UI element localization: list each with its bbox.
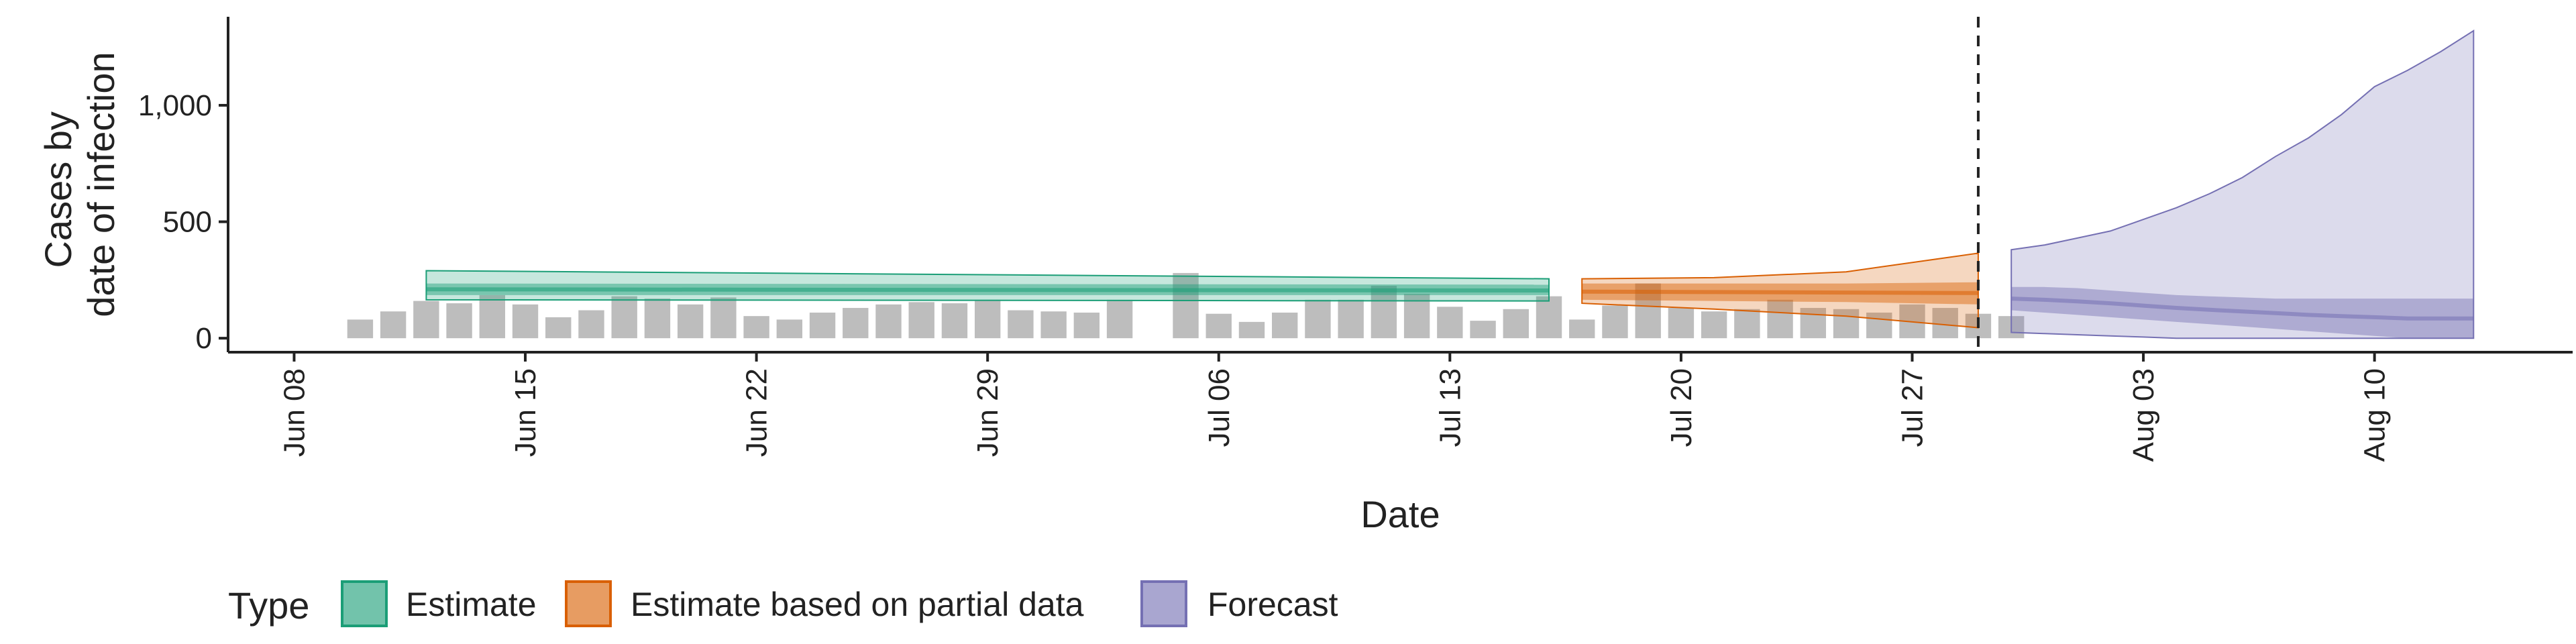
y-axis-title-line-2: date of infection <box>80 52 122 317</box>
reported-case-bar <box>1767 299 1793 339</box>
reported-case-bar <box>809 312 836 339</box>
reported-case-bar <box>446 303 472 339</box>
legend-key <box>341 580 388 627</box>
interval-90-band <box>2010 29 2475 339</box>
reported-case-bar <box>1668 308 1695 339</box>
y-axis-ticks: 0 500 1,000 <box>138 89 228 355</box>
reported-case-bar <box>1932 308 1958 339</box>
x-tick-label: Jun 15 <box>509 368 542 457</box>
reported-case-bar <box>1800 308 1827 339</box>
reported-case-bar <box>1833 309 1860 339</box>
reported-case-bar <box>545 317 572 339</box>
reported-case-bar <box>1272 312 1298 339</box>
x-tick-label: Jun 08 <box>278 368 311 457</box>
y-axis-title-line-1: Cases by <box>37 111 79 268</box>
reported-case-bar <box>1866 312 1892 339</box>
reported-case-bar <box>347 319 374 339</box>
reported-case-bar <box>1073 312 1100 339</box>
median-line <box>2011 297 2474 321</box>
reported-case-bar <box>1503 309 1529 339</box>
x-tick-label: Jul 13 <box>1434 368 1466 447</box>
reported-case-bar <box>1437 307 1463 339</box>
reported-case-bar <box>875 304 902 339</box>
legend-label: Forecast <box>1208 586 1338 623</box>
reported-case-bar <box>1602 305 1628 339</box>
reported-case-bar <box>1106 299 1133 339</box>
reported-case-bar <box>843 308 869 339</box>
y-tick-label: 500 <box>163 206 212 239</box>
x-tick-label: Jul 20 <box>1665 368 1698 447</box>
axes: 0 500 1,000 Jun 08 Jun 15 Jun 22 Jun 29 Jul 06… <box>138 17 2573 462</box>
reported-case-bar <box>1040 311 1067 339</box>
reported-case-bar <box>710 297 737 339</box>
legend-label: Estimate based on partial data <box>631 586 1084 623</box>
reported-case-bar <box>743 316 769 339</box>
reported-case-bar <box>941 303 968 339</box>
y-tick-label: 0 <box>196 322 212 355</box>
legend: Type Estimate Estimate based on partial d… <box>228 580 1338 627</box>
reported-case-bar <box>413 301 439 339</box>
x-tick-label: Jun 22 <box>741 368 773 457</box>
series-estimate-based-on-partial-data <box>1581 252 1979 329</box>
x-tick-label: Jul 06 <box>1203 368 1236 447</box>
x-tick-label: Jun 29 <box>971 368 1004 457</box>
x-tick-label: Aug 10 <box>2359 368 2392 462</box>
reported-case-bar <box>908 302 934 339</box>
legend-key <box>1140 580 1187 627</box>
reported-case-bar <box>1536 296 1562 339</box>
reported-case-bar <box>1470 321 1496 339</box>
legend-label: Estimate <box>406 586 537 623</box>
reported-case-bar <box>1205 313 1232 339</box>
y-axis-title: Cases by date of infection <box>37 52 122 317</box>
reported-case-bar <box>578 310 604 339</box>
median-line <box>426 287 1550 292</box>
legend-key <box>565 580 612 627</box>
reported-case-bar <box>1008 310 1034 339</box>
reported-case-bar <box>1338 299 1364 339</box>
reported-case-bar <box>1238 321 1265 339</box>
estimate-bands <box>425 29 2475 339</box>
series-forecast <box>2010 29 2475 339</box>
y-tick-label: 1,000 <box>138 89 212 122</box>
reported-case-bar <box>1701 311 1727 339</box>
series-estimate <box>425 270 1550 302</box>
legend-title: Type <box>228 584 309 627</box>
reported-case-bar <box>974 299 1001 339</box>
reported-case-bar <box>512 304 539 339</box>
median-line <box>1582 289 1978 295</box>
reported-case-bar <box>1371 286 1397 339</box>
legend-items: Estimate Estimate based on partial data Fo… <box>341 580 1338 627</box>
reported-case-bar <box>479 294 506 339</box>
reported-case-bar <box>677 304 704 339</box>
reported-case-bar <box>1569 319 1595 339</box>
reported-case-bar <box>776 319 803 339</box>
reported-case-bar <box>611 296 637 339</box>
reported-case-bar <box>1173 272 1199 339</box>
reported-case-bar <box>380 311 407 339</box>
reported-case-bar <box>1305 299 1331 339</box>
x-tick-label: Aug 03 <box>2127 368 2160 462</box>
reported-case-bar <box>644 299 671 339</box>
x-tick-label: Jul 27 <box>1896 368 1929 447</box>
x-axis-ticks: Jun 08 Jun 15 Jun 22 Jun 29 Jul 06 Jul 13 Jul … <box>278 352 2392 462</box>
reported-case-bar <box>1734 309 1760 339</box>
x-axis-title: Date <box>1360 493 1440 535</box>
